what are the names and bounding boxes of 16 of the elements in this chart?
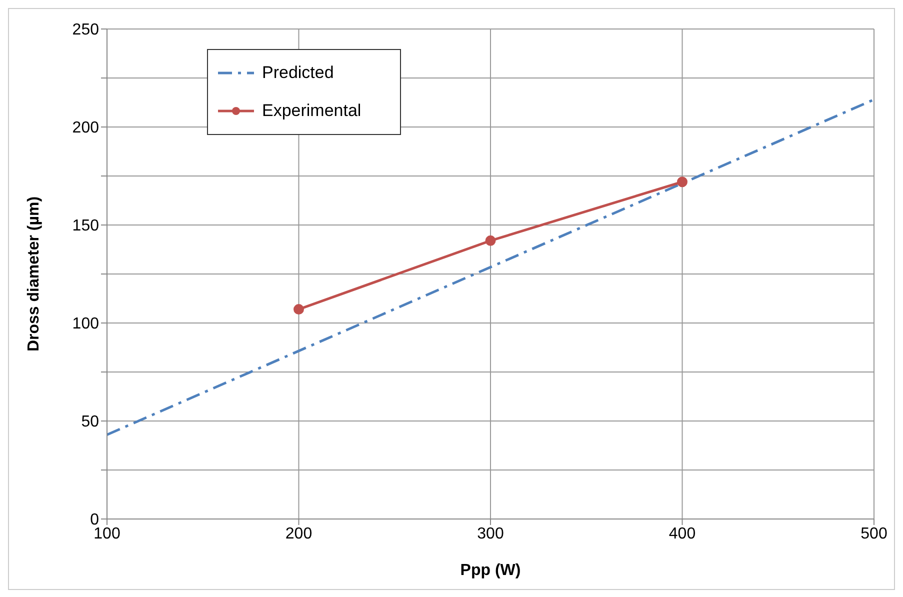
point (294, 304, 304, 315)
legend-label: Predicted (262, 63, 334, 83)
point (677, 176, 688, 188)
y-tick-label: 200 (72, 120, 100, 137)
legend-label: Experimental (262, 101, 362, 121)
y-axis-title: Dross diameter (µm) (26, 196, 43, 352)
x-tick-label: 200 (285, 525, 312, 542)
x-tick-label: 400 (668, 525, 696, 542)
y-tick-label: 250 (72, 22, 100, 39)
x-tick-label: 500 (860, 525, 888, 542)
x-axis-title: Ppp (W) (460, 562, 521, 579)
x-tick-label: 300 (477, 525, 504, 542)
y-tick-label: 50 (81, 414, 100, 431)
y-tick-label: 100 (72, 316, 100, 333)
point (485, 235, 496, 246)
y-tick-label: 150 (72, 218, 100, 235)
